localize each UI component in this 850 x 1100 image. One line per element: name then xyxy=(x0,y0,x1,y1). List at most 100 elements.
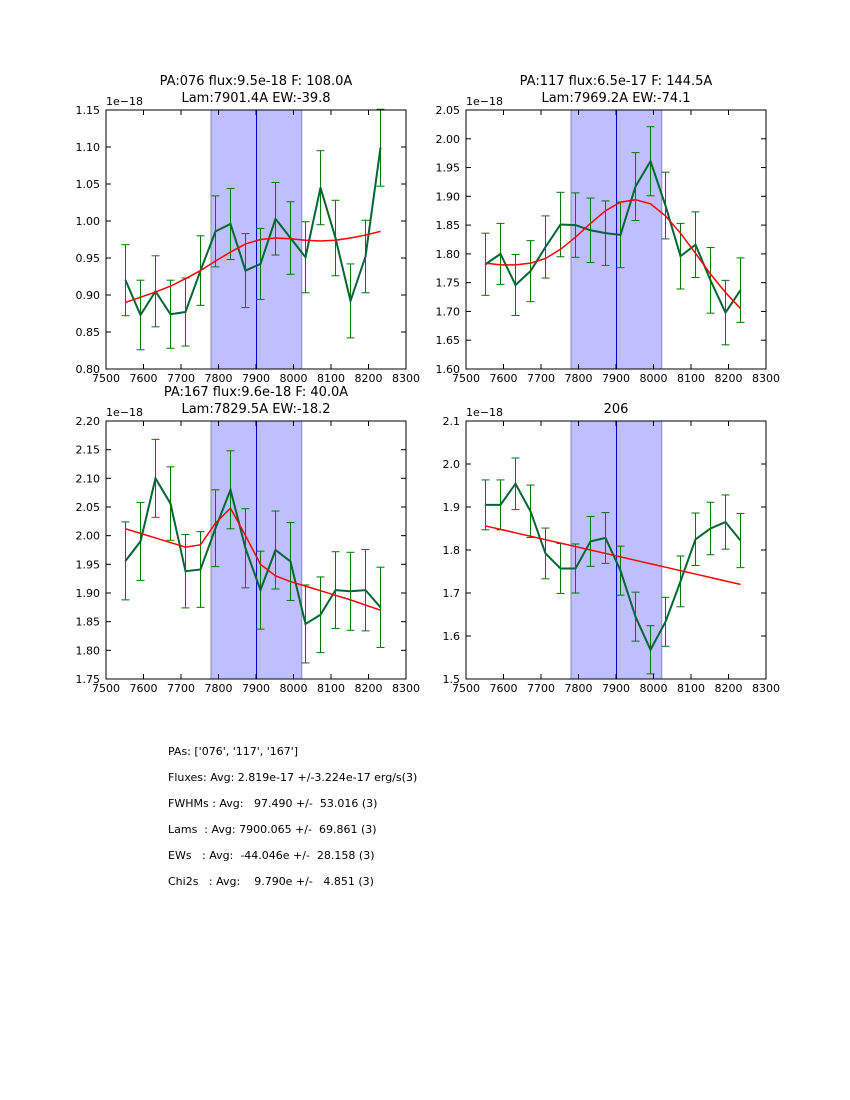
data-point xyxy=(514,284,517,286)
data-point xyxy=(364,589,367,591)
data-point xyxy=(274,549,277,551)
y-tick-label: 1.00 xyxy=(76,215,101,228)
y-tick-label: 1.75 xyxy=(76,673,101,686)
data-point xyxy=(739,289,742,291)
y-tick-label: 2.10 xyxy=(76,472,101,485)
y-tick-label: 1.75 xyxy=(436,277,461,290)
x-tick-label: 8100 xyxy=(317,682,345,695)
x-tick-label: 8300 xyxy=(392,372,420,385)
x-tick-label: 8000 xyxy=(640,682,668,695)
data-series-line xyxy=(485,481,742,653)
y-tick-label: 1.65 xyxy=(436,334,461,347)
data-point xyxy=(259,263,262,265)
x-tick-label: 7700 xyxy=(167,682,195,695)
y-tick-label: 1.85 xyxy=(436,219,461,232)
panel-4: 7500 7600 7700 7800 7900 8000 8100 8200 8300 1.5 1… xyxy=(443,402,781,695)
data-point xyxy=(319,186,322,189)
data-point xyxy=(304,623,307,625)
y-tick-label: 2.0 xyxy=(443,458,461,471)
data-series-line xyxy=(124,475,382,626)
y-tick-label: 2.00 xyxy=(76,530,101,543)
data-point xyxy=(349,590,352,593)
data-point xyxy=(679,255,682,257)
data-point xyxy=(289,560,292,563)
data-point xyxy=(679,580,682,583)
data-point xyxy=(349,300,352,302)
y-tick-label: 2.00 xyxy=(436,133,461,146)
data-point xyxy=(139,314,142,316)
x-tick-label: 7900 xyxy=(602,372,630,385)
data-point xyxy=(169,502,172,505)
panel-title: Lam:7901.4A EW:-39.8 xyxy=(181,91,330,106)
y-tick-label: 1.7 xyxy=(443,587,461,600)
data-point xyxy=(334,589,337,591)
x-tick-label: 7500 xyxy=(452,682,480,695)
y-tick-label: 1.95 xyxy=(76,558,101,571)
y-tick-label: 1.05 xyxy=(76,178,101,191)
axis-offset-label: 1e−18 xyxy=(106,406,143,419)
data-point xyxy=(184,311,187,313)
x-tick-label: 7500 xyxy=(92,682,120,695)
data-point xyxy=(604,537,607,539)
data-point xyxy=(244,547,247,550)
x-tick-label: 7800 xyxy=(565,372,593,385)
panel-title: 206 xyxy=(604,402,629,417)
data-point xyxy=(724,311,727,314)
y-tick-label: 0.80 xyxy=(76,363,101,376)
y-tick-label: 1.9 xyxy=(443,501,461,514)
panel-title: Lam:7829.5A EW:-18.2 xyxy=(181,402,330,417)
data-point xyxy=(184,570,187,573)
panel-3: 7500 7600 7700 7800 7900 8000 8100 8200 8300 1.75… xyxy=(76,385,421,695)
x-tick-label: 8300 xyxy=(752,682,780,695)
data-point xyxy=(214,527,217,530)
data-point xyxy=(379,606,382,609)
data-point xyxy=(544,552,547,555)
y-tick-label: 2.1 xyxy=(443,415,461,428)
data-point xyxy=(709,279,712,282)
x-tick-label: 7800 xyxy=(205,372,233,385)
data-point xyxy=(574,567,577,570)
stats-lams: Lams : Avg: 7900.065 +/- 69.861 (3) xyxy=(168,823,377,836)
y-tick-label: 1.90 xyxy=(436,190,461,203)
y-tick-label: 1.90 xyxy=(76,587,101,600)
y-tick-label: 0.90 xyxy=(76,289,101,302)
data-point xyxy=(664,204,667,207)
x-tick-label: 8300 xyxy=(392,682,420,695)
data-point xyxy=(694,243,697,246)
y-tick-label: 1.6 xyxy=(443,630,461,643)
data-point xyxy=(259,589,262,591)
x-tick-label: 7700 xyxy=(527,372,555,385)
data-point xyxy=(199,568,202,571)
data-point xyxy=(739,539,742,542)
fit-line xyxy=(485,525,741,586)
data-point xyxy=(499,253,502,255)
data-point xyxy=(619,569,622,572)
data-point xyxy=(169,313,172,316)
panel-title: PA:076 flux:9.5e-18 F: 108.0A xyxy=(160,74,353,89)
y-tick-label: 1.80 xyxy=(76,644,101,657)
data-point xyxy=(634,185,637,188)
y-tick-label: 1.70 xyxy=(436,305,461,318)
data-point xyxy=(724,521,727,523)
y-tick-label: 1.15 xyxy=(76,104,101,117)
x-tick-label: 8200 xyxy=(715,372,743,385)
data-point xyxy=(154,477,157,480)
data-point xyxy=(589,229,592,232)
panel-1: 7500 7600 7700 7800 7900 8000 8100 8200 8300 0.80… xyxy=(76,74,421,385)
y-tick-label: 1.60 xyxy=(436,363,461,376)
panel-2: 7500 7600 7700 7800 7900 8000 8100 8200 8300 1.60… xyxy=(436,74,781,385)
panel-title: Lam:7969.2A EW:-74.1 xyxy=(541,91,690,106)
stats-fluxes: Fluxes: Avg: 2.819e-17 +/-3.224e-17 erg/… xyxy=(168,771,418,784)
x-tick-label: 7900 xyxy=(242,682,270,695)
data-point xyxy=(709,527,712,530)
x-tick-label: 8100 xyxy=(677,372,705,385)
x-tick-label: 8200 xyxy=(355,682,383,695)
data-point xyxy=(499,504,502,506)
data-point xyxy=(589,540,592,543)
data-point xyxy=(649,648,652,651)
data-point xyxy=(529,270,532,272)
y-tick-label: 0.85 xyxy=(76,326,101,339)
x-tick-label: 7600 xyxy=(130,372,158,385)
data-series-line xyxy=(124,147,382,318)
